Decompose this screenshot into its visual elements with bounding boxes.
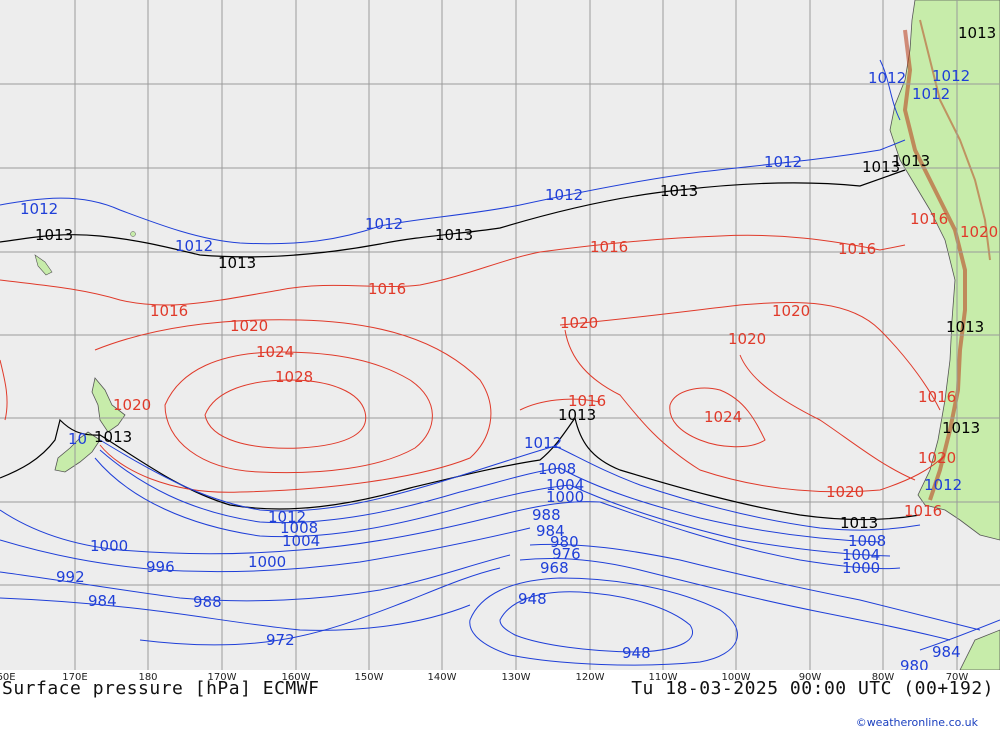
lon-label: 130W (501, 672, 531, 683)
svg-text:1012: 1012 (268, 508, 306, 526)
isobar-label: 1013 (942, 419, 980, 437)
svg-text:1016: 1016 (918, 388, 956, 406)
svg-text:980: 980 (900, 657, 929, 670)
isobar-label: 1013 (558, 406, 596, 424)
isobars-north-blue (0, 59, 906, 245)
svg-text:1000: 1000 (546, 488, 584, 506)
svg-text:984: 984 (932, 643, 961, 661)
south-america-land (889, 0, 1000, 541)
svg-text:968: 968 (540, 559, 569, 577)
svg-text:1008: 1008 (538, 460, 576, 478)
svg-text:1016: 1016 (568, 392, 606, 410)
svg-text:984: 984 (88, 592, 117, 610)
lon-label: 140W (427, 672, 457, 683)
svg-text:1020: 1020 (918, 449, 956, 467)
svg-text:1016: 1016 (590, 238, 628, 256)
andes-terrain (902, 29, 967, 501)
lon-label: 100W (721, 672, 751, 683)
isobar-label: 1013 (958, 24, 996, 42)
svg-text:1000: 1000 (842, 559, 880, 577)
svg-text:1004: 1004 (842, 546, 880, 564)
lon-label: 80W (871, 672, 895, 683)
isobars-south-blue (0, 439, 1000, 666)
svg-text:1012: 1012 (912, 85, 950, 103)
credit-link[interactable]: ©weatheronline.co.uk (855, 716, 978, 729)
svg-text:1012: 1012 (524, 434, 562, 452)
svg-text:996: 996 (146, 558, 175, 576)
valid-time: Tu 18-03-2025 00:00 UTC (00+192) (631, 678, 994, 699)
svg-text:988: 988 (532, 506, 561, 524)
lon-label: 180 (138, 672, 158, 683)
svg-text:1016: 1016 (838, 240, 876, 258)
svg-text:1004: 1004 (282, 532, 320, 550)
isobar-label: 1013 (218, 254, 256, 272)
svg-text:1020: 1020 (230, 317, 268, 335)
svg-text:1012: 1012 (365, 215, 403, 233)
lon-label: 60E (0, 672, 16, 683)
isobar-label: 1013 (660, 182, 698, 200)
svg-text:984: 984 (536, 522, 565, 540)
lon-label: 150W (354, 672, 384, 683)
isobar-labels: 1013 1013 1013 1013 1013 1013 1013 1013 … (20, 24, 998, 670)
lon-label: 170W (207, 672, 237, 683)
svg-text:1004: 1004 (546, 476, 584, 494)
svg-text:1016: 1016 (910, 210, 948, 228)
lon-label: 160W (281, 672, 311, 683)
svg-text:1008: 1008 (280, 519, 318, 537)
antarctic-peninsula (959, 629, 1000, 670)
svg-text:976: 976 (552, 545, 581, 563)
svg-text:1020: 1020 (826, 483, 864, 501)
svg-text:1008: 1008 (848, 532, 886, 550)
svg-text:1028: 1028 (275, 368, 313, 386)
svg-text:1016: 1016 (904, 502, 942, 520)
svg-text:1012: 1012 (764, 153, 802, 171)
svg-text:10: 10 (68, 430, 87, 448)
isobar-label: 1013 (840, 514, 878, 532)
isobar-label: 1013 (435, 226, 473, 244)
svg-text:980: 980 (550, 533, 579, 551)
svg-text:1020: 1020 (113, 396, 151, 414)
svg-text:988: 988 (193, 593, 222, 611)
svg-text:1012: 1012 (20, 200, 58, 218)
svg-text:1020: 1020 (728, 330, 766, 348)
lon-label: 70W (945, 672, 969, 683)
svg-text:972: 972 (266, 631, 295, 649)
isobar-label: 1013 (35, 226, 73, 244)
isobars-red (0, 234, 946, 493)
svg-text:1012: 1012 (924, 476, 962, 494)
isobar-label: 1013 (892, 152, 930, 170)
isobar-label: 1013 (94, 428, 132, 446)
svg-text:1020: 1020 (772, 302, 810, 320)
svg-text:1016: 1016 (150, 302, 188, 320)
svg-text:1024: 1024 (256, 343, 294, 361)
svg-text:1000: 1000 (90, 537, 128, 555)
svg-text:948: 948 (518, 590, 547, 608)
lat-lon-grid (0, 0, 1000, 670)
svg-text:1024: 1024 (704, 408, 742, 426)
lon-label: 170E (62, 672, 88, 683)
svg-text:1000: 1000 (248, 553, 286, 571)
svg-text:1012: 1012 (932, 67, 970, 85)
map-title: Surface pressure [hPa] ECMWF (2, 678, 320, 699)
isobar-label: 1013 (946, 318, 984, 336)
lon-label: 110W (648, 672, 678, 683)
pressure-map: 1013 1013 1013 1013 1013 1013 1013 1013 … (0, 0, 1000, 670)
svg-text:948: 948 (622, 644, 651, 662)
svg-text:1012: 1012 (175, 237, 213, 255)
isobar-label: 1013 (862, 158, 900, 176)
svg-text:1012: 1012 (545, 186, 583, 204)
svg-text:1020: 1020 (960, 223, 998, 241)
lon-label: 90W (798, 672, 822, 683)
svg-text:1020: 1020 (560, 314, 598, 332)
lon-label: 120W (575, 672, 605, 683)
svg-text:1016: 1016 (368, 280, 406, 298)
svg-text:1012: 1012 (868, 69, 906, 87)
svg-text:992: 992 (56, 568, 85, 586)
